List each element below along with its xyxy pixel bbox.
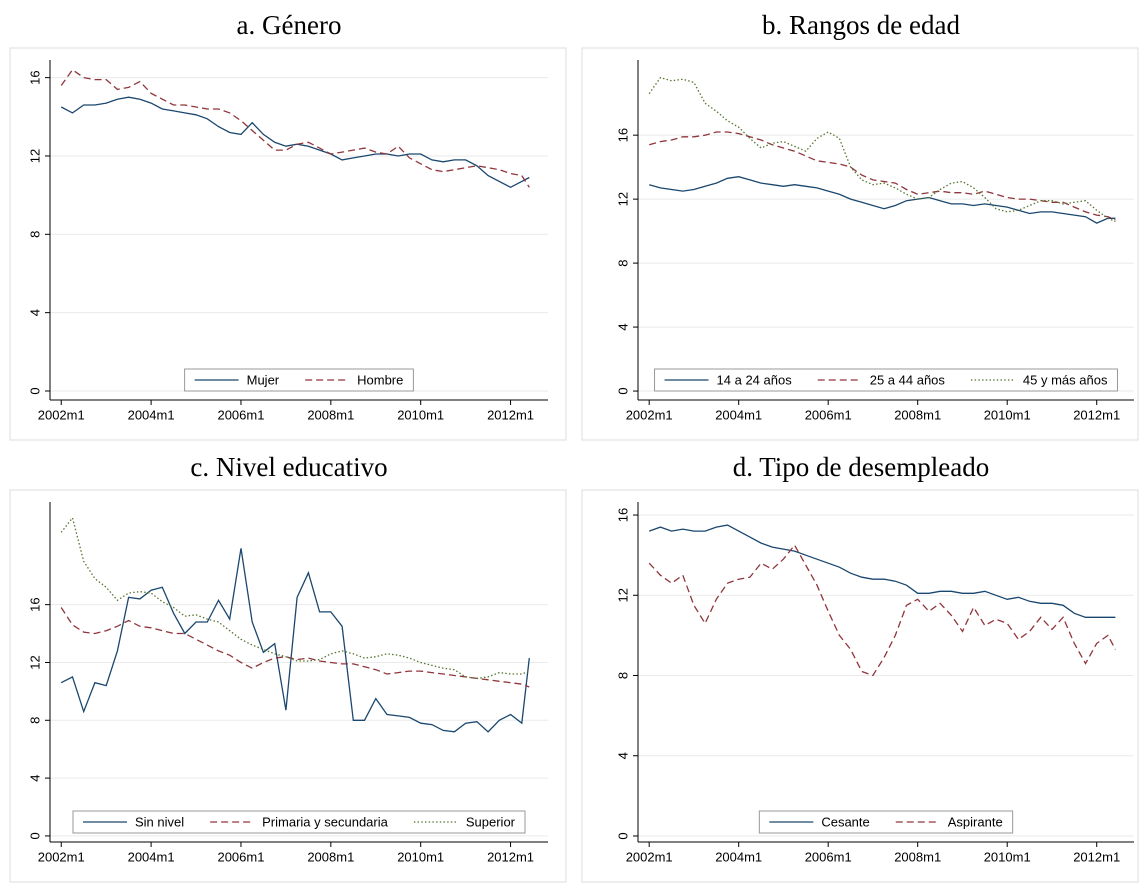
legend-label: 14 a 24 años — [717, 372, 793, 387]
x-tick-label: 2006m1 — [217, 849, 264, 864]
x-tick-label: 2008m1 — [894, 849, 941, 864]
series-line — [648, 524, 1116, 618]
x-tick-label: 2012m1 — [487, 849, 534, 864]
series-line — [60, 548, 530, 733]
y-tick-label: 4 — [27, 309, 42, 316]
legend: 14 a 24 años 25 a 44 años 45 y más años — [654, 368, 1118, 392]
series-line — [648, 76, 1116, 223]
legend-box — [758, 810, 1014, 834]
y-tick-label: 16 — [615, 508, 630, 522]
y-tick-label: 8 — [27, 231, 42, 238]
series-line — [60, 516, 530, 680]
y-tick-label: 0 — [615, 832, 630, 839]
x-tick-label: 2008m1 — [307, 407, 354, 422]
legend-box — [184, 368, 414, 392]
x-tick-label: 2004m1 — [128, 849, 175, 864]
legend: Cesante Aspirante — [758, 810, 1014, 834]
x-tick-label: 2010m1 — [984, 849, 1031, 864]
x-tick-label: 2002m1 — [626, 849, 673, 864]
legend-label: Mujer — [247, 372, 280, 387]
x-tick-label: 2012m1 — [487, 407, 534, 422]
x-tick-label: 2010m1 — [397, 849, 444, 864]
x-tick-label: 2004m1 — [715, 849, 762, 864]
panel: c. Nivel educativo 0 4 8 12 16 2002m1 2004m1 200… — [9, 452, 567, 883]
x-tick-label: 2008m1 — [894, 407, 941, 422]
y-tick-label: 8 — [615, 672, 630, 679]
y-tick-label: 0 — [615, 387, 630, 394]
panel-title: d. Tipo de desempleado — [733, 452, 990, 482]
x-tick-label: 2002m1 — [38, 407, 85, 422]
panel: a. Género 0 4 8 12 16 2002m1 2004m1 2006m1 2008m1… — [9, 10, 567, 441]
x-tick-label: 2004m1 — [715, 407, 762, 422]
series-line — [649, 176, 1116, 224]
legend-label: Superior — [466, 814, 516, 829]
x-tick-label: 2002m1 — [38, 849, 85, 864]
x-tick-label: 2008m1 — [307, 849, 354, 864]
panel-title: b. Rangos de edad — [762, 10, 960, 40]
y-tick-label: 8 — [27, 717, 42, 724]
y-tick-label: 8 — [615, 259, 630, 266]
y-tick-label: 4 — [27, 774, 42, 781]
y-tick-label: 4 — [615, 323, 630, 330]
legend-label: Aspirante — [948, 814, 1003, 829]
legend-label: Sin nivel — [135, 814, 184, 829]
y-tick-label: 12 — [27, 149, 42, 163]
x-tick-label: 2012m1 — [1073, 407, 1120, 422]
y-tick-label: 16 — [27, 597, 42, 611]
x-tick-label: 2012m1 — [1073, 849, 1120, 864]
series-line — [648, 543, 1116, 677]
panel-title: c. Nivel educativo — [190, 452, 387, 482]
y-tick-label: 12 — [615, 192, 630, 206]
x-tick-label: 2006m1 — [805, 849, 852, 864]
y-tick-label: 0 — [27, 387, 42, 394]
legend-label: Hombre — [357, 372, 403, 387]
x-tick-label: 2004m1 — [128, 407, 175, 422]
panel: d. Tipo de desempleado 0 4 8 12 16 2002m1 2004m… — [581, 452, 1139, 883]
legend-box — [72, 810, 526, 834]
legend: Mujer Hombre — [184, 368, 414, 392]
y-tick-label: 4 — [615, 752, 630, 759]
x-tick-label: 2010m1 — [984, 407, 1031, 422]
legend-label: Cesante — [821, 814, 869, 829]
legend-label: 45 y más años — [1023, 372, 1108, 387]
series-line — [60, 68, 530, 188]
y-tick-label: 16 — [27, 70, 42, 84]
x-tick-label: 2002m1 — [626, 407, 673, 422]
panel-title: a. Género — [237, 10, 342, 40]
y-tick-label: 12 — [615, 588, 630, 602]
legend: Sin nivel Primaria y secundaria Superior — [72, 810, 526, 834]
y-tick-label: 16 — [615, 128, 630, 142]
x-tick-label: 2010m1 — [397, 407, 444, 422]
legend-label: 25 a 44 años — [870, 372, 946, 387]
y-tick-label: 0 — [27, 832, 42, 839]
x-tick-label: 2006m1 — [217, 407, 264, 422]
panel: b. Rangos de edad 0 4 8 12 16 2002m1 2004m1 2006… — [581, 10, 1139, 441]
legend-label: Primaria y secundaria — [262, 814, 388, 829]
legend-box — [654, 368, 1118, 392]
y-tick-label: 12 — [27, 655, 42, 669]
x-tick-label: 2006m1 — [805, 407, 852, 422]
series-line — [60, 607, 530, 688]
